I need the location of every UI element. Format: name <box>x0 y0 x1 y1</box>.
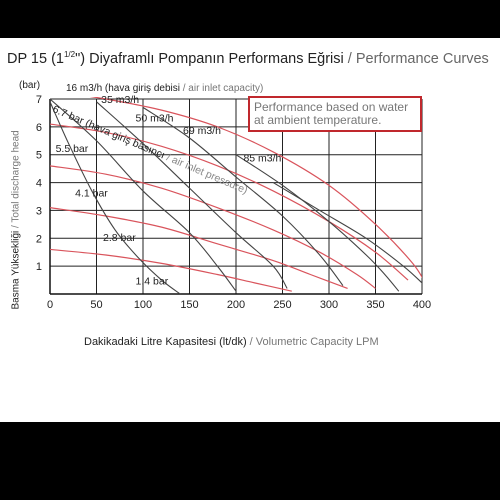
title-separator: / <box>343 50 356 67</box>
y-axis-label: Basma Yüksekliği / Total discharge head <box>10 130 22 310</box>
curve-label: 85 m3/h <box>243 153 281 165</box>
air-capacity-curve <box>50 98 237 292</box>
title-main: DP 15 (1 <box>7 50 64 67</box>
air-pressure-curve <box>89 97 422 279</box>
air-inlet-label-sub: / air inlet capacity) <box>179 83 264 94</box>
x-tick-label: 400 <box>413 299 431 311</box>
performance-note: Performance based on water at ambient te… <box>248 96 422 132</box>
x-axis-label: Dakikadaki Litre Kapasitesi (lt/dk) / Vo… <box>84 336 379 348</box>
y-axis-label-sub: / Total discharge head <box>10 130 22 231</box>
curve-label: 1.4 bar <box>136 275 169 287</box>
curve-label: 2.8 bar <box>103 232 136 244</box>
title-sub: Performance Curves <box>355 50 489 67</box>
x-tick-label: 250 <box>273 299 291 311</box>
y-tick-label: 2 <box>36 233 42 245</box>
air-pressure-curve <box>50 248 292 292</box>
title-fraction: 1/2 <box>63 50 76 59</box>
y-tick-label: 1 <box>36 261 42 273</box>
curve-label: 4.1 bar <box>75 188 108 200</box>
air-pressure-curve <box>50 123 409 281</box>
air-capacity-curve <box>142 106 344 286</box>
x-tick-label: 350 <box>366 299 384 311</box>
air-capacity-curve <box>272 182 422 284</box>
air-pressure-curve <box>50 207 348 289</box>
x-tick-label: 200 <box>227 299 245 311</box>
curve-label: 69 m3/h <box>183 125 221 137</box>
x-axis-label-main: Dakikadaki Litre Kapasitesi (lt/dk) <box>84 336 247 348</box>
y-tick-label: 7 <box>36 94 42 106</box>
y-tick-label: 6 <box>36 122 42 134</box>
y-tick-label: 4 <box>36 178 42 190</box>
air-pressure-curve <box>50 165 376 289</box>
y-unit-label: (bar) <box>19 80 41 91</box>
air-inlet-label: 16 m3/h (hava giriş debisi / air inlet c… <box>66 83 263 94</box>
x-tick-label: 150 <box>180 299 198 311</box>
chart-panel: DP 15 (11/2") Diyaframlı Pompanın Perfor… <box>0 38 500 422</box>
air-inlet-label-main: 16 m3/h (hava giriş debisi <box>66 83 180 94</box>
title-main-end: ") Diyaframlı Pompanın Performans Eğrisi <box>75 50 344 67</box>
y-tick-label: 5 <box>36 150 42 162</box>
y-axis-label-main: Basma Yüksekliği <box>10 230 22 310</box>
chart-plot: 0 50 100 150 200 250 300 350 400 1 2 3 4 5 6 7 35 m3/h 50… <box>36 94 431 311</box>
curve-label: 50 m3/h <box>136 112 174 124</box>
x-tick-label: 0 <box>47 299 53 311</box>
page-title: DP 15 (11/2") Diyaframlı Pompanın Perfor… <box>7 50 489 67</box>
x-tick-label: 50 <box>90 299 102 311</box>
air-capacity-curve <box>50 101 181 294</box>
x-tick-label: 300 <box>320 299 338 311</box>
x-axis-label-sub: / Volumetric Capacity LPM <box>246 336 379 348</box>
y-tick-label: 3 <box>36 205 42 217</box>
air-capacity-curve <box>96 101 288 289</box>
x-tick-label: 100 <box>134 299 152 311</box>
curve-label: 5.5 bar <box>56 143 89 155</box>
air-capacity-curve <box>235 154 400 292</box>
curve-label: 35 m3/h <box>101 94 139 106</box>
